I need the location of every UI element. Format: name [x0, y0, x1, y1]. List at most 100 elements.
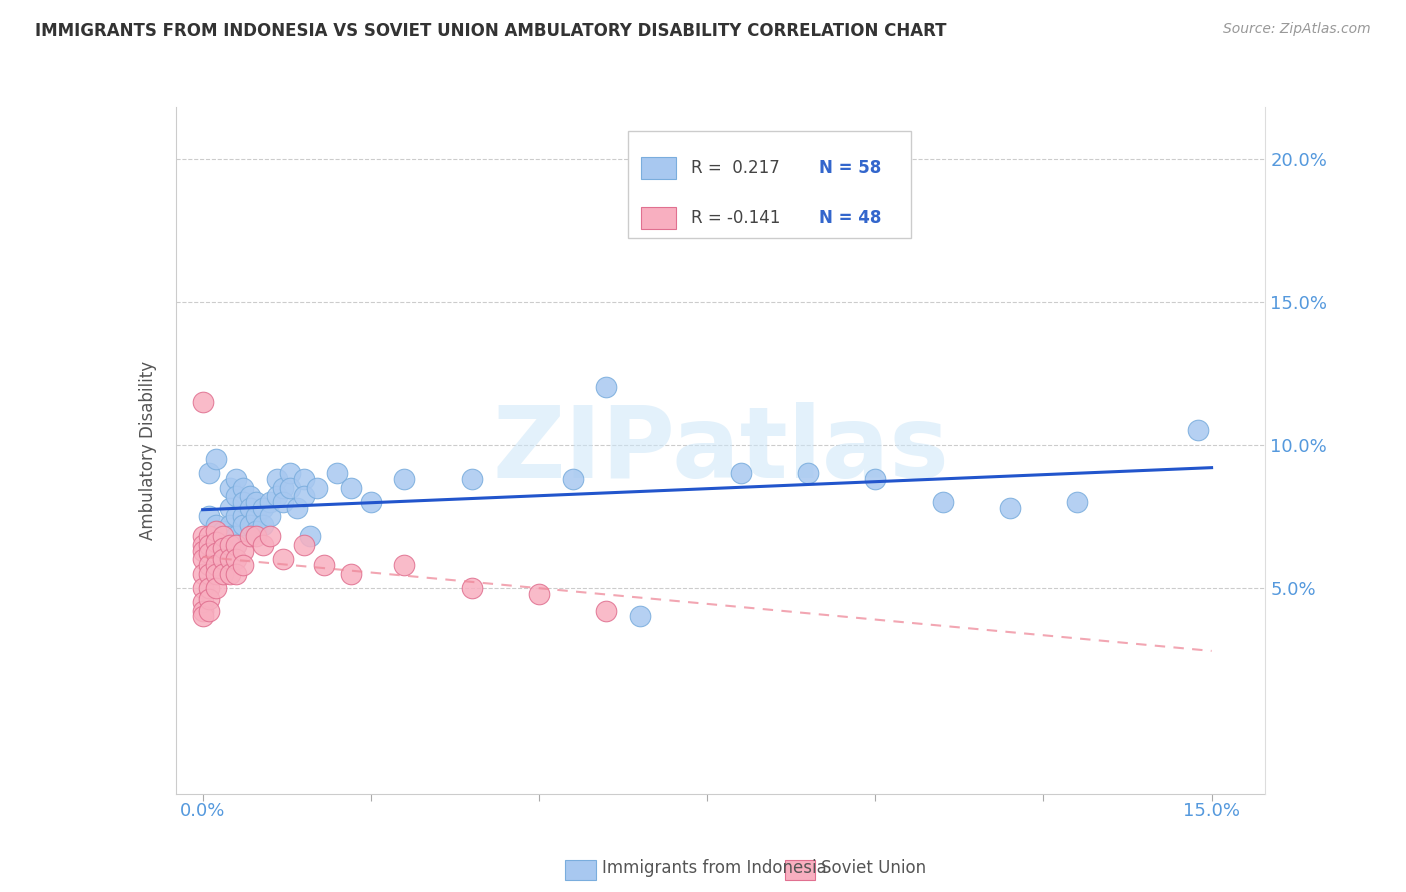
- Point: [198, 509, 221, 524]
- Point: [211, 529, 233, 543]
- Point: [259, 509, 281, 524]
- Point: [205, 581, 228, 595]
- Text: R = -0.141: R = -0.141: [692, 210, 780, 227]
- Point: [527, 586, 550, 600]
- Point: [191, 538, 214, 552]
- Point: [394, 558, 416, 572]
- Point: [239, 489, 262, 503]
- Point: [211, 566, 233, 581]
- Point: [299, 529, 322, 543]
- Point: [245, 529, 267, 543]
- Point: [1066, 495, 1088, 509]
- Bar: [565, 860, 596, 880]
- Point: [225, 538, 247, 552]
- Point: [205, 566, 228, 581]
- Point: [305, 481, 328, 495]
- Point: [225, 529, 247, 543]
- Point: [198, 566, 221, 581]
- Point: [312, 558, 335, 572]
- Point: [211, 524, 233, 538]
- Point: [218, 538, 240, 552]
- Point: [205, 517, 228, 532]
- Point: [245, 495, 267, 509]
- Point: [198, 467, 221, 481]
- Point: [239, 529, 262, 543]
- Point: [259, 495, 281, 509]
- Point: [865, 472, 887, 486]
- Point: [205, 452, 228, 467]
- Point: [232, 509, 254, 524]
- Point: [218, 566, 240, 581]
- Point: [285, 500, 308, 515]
- Point: [595, 380, 617, 394]
- Point: [266, 489, 288, 503]
- Point: [232, 543, 254, 558]
- Point: [292, 538, 315, 552]
- Point: [292, 489, 315, 503]
- Point: [394, 472, 416, 486]
- Point: [198, 529, 221, 543]
- Text: N = 48: N = 48: [818, 210, 882, 227]
- Point: [191, 609, 214, 624]
- Text: N = 58: N = 58: [818, 160, 882, 178]
- Point: [211, 538, 233, 552]
- Point: [259, 529, 281, 543]
- Point: [205, 558, 228, 572]
- Point: [460, 581, 482, 595]
- Point: [339, 566, 361, 581]
- Point: [218, 500, 240, 515]
- Text: IMMIGRANTS FROM INDONESIA VS SOVIET UNION AMBULATORY DISABILITY CORRELATION CHAR: IMMIGRANTS FROM INDONESIA VS SOVIET UNIO…: [35, 22, 946, 40]
- Point: [1187, 424, 1209, 438]
- Point: [191, 543, 214, 558]
- Point: [211, 552, 233, 566]
- Point: [225, 566, 247, 581]
- Point: [278, 481, 301, 495]
- Point: [232, 558, 254, 572]
- Point: [225, 489, 247, 503]
- Point: [561, 472, 583, 486]
- Text: 0.0%: 0.0%: [180, 803, 225, 821]
- Point: [211, 529, 233, 543]
- Point: [225, 538, 247, 552]
- Point: [232, 481, 254, 495]
- Point: [205, 546, 228, 561]
- Point: [225, 552, 247, 566]
- Point: [191, 552, 214, 566]
- Point: [211, 546, 233, 561]
- Point: [273, 495, 295, 509]
- Point: [198, 604, 221, 618]
- Text: Soviet Union: Soviet Union: [821, 859, 927, 877]
- Point: [360, 495, 382, 509]
- Point: [191, 529, 214, 543]
- Point: [326, 467, 349, 481]
- Point: [198, 546, 221, 561]
- Point: [198, 592, 221, 607]
- Point: [205, 535, 228, 549]
- Point: [595, 604, 617, 618]
- Point: [218, 552, 240, 566]
- Bar: [785, 860, 815, 880]
- Point: [245, 524, 267, 538]
- Point: [998, 500, 1021, 515]
- Point: [232, 517, 254, 532]
- Point: [628, 609, 651, 624]
- Point: [191, 595, 214, 609]
- Point: [225, 472, 247, 486]
- Point: [218, 481, 240, 495]
- Bar: [641, 207, 676, 229]
- Point: [339, 481, 361, 495]
- Point: [198, 558, 221, 572]
- Y-axis label: Ambulatory Disability: Ambulatory Disability: [139, 361, 157, 540]
- Point: [278, 467, 301, 481]
- Point: [211, 541, 233, 555]
- Point: [797, 467, 820, 481]
- Point: [218, 517, 240, 532]
- Point: [198, 538, 221, 552]
- Point: [232, 495, 254, 509]
- Point: [273, 481, 295, 495]
- Text: Source: ZipAtlas.com: Source: ZipAtlas.com: [1223, 22, 1371, 37]
- Point: [730, 467, 752, 481]
- Point: [205, 529, 228, 543]
- Point: [191, 394, 214, 409]
- Point: [460, 472, 482, 486]
